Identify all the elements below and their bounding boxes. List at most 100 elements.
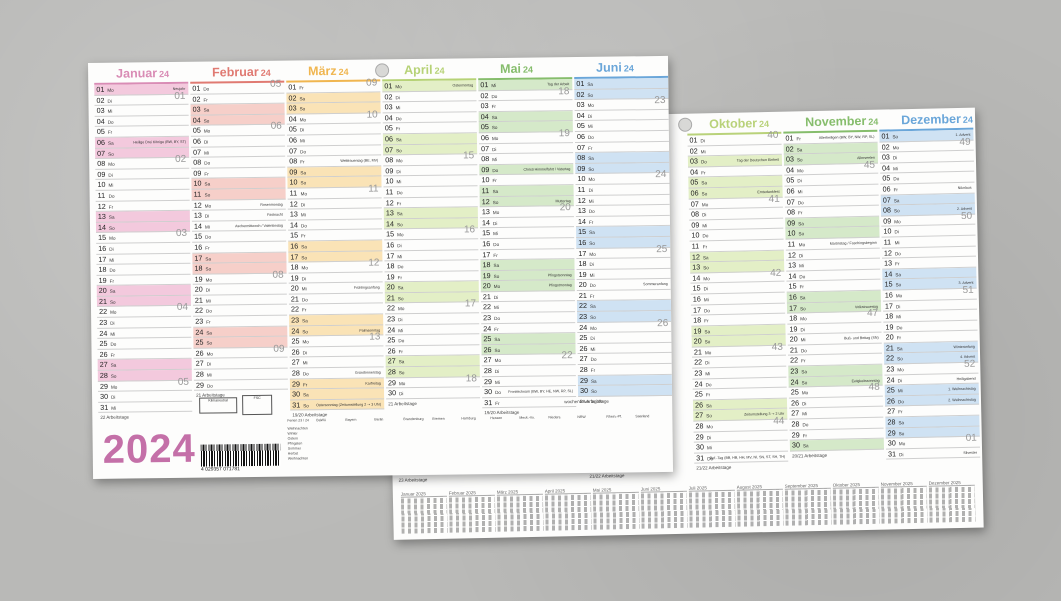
day-number: 13 bbox=[577, 206, 586, 216]
weekday: Do bbox=[395, 115, 402, 122]
year-title: 2024 bbox=[102, 426, 196, 472]
weekday: So bbox=[587, 92, 594, 98]
weekday: Di bbox=[797, 178, 802, 184]
day-number: 07 bbox=[289, 146, 298, 156]
weekday: Di bbox=[494, 369, 500, 375]
day-number: 28 bbox=[387, 367, 396, 377]
day-number: 08 bbox=[786, 207, 796, 217]
weekday: Mo bbox=[395, 84, 402, 90]
day-number: 24 bbox=[99, 328, 108, 338]
weekday: Di bbox=[588, 187, 593, 193]
day-number: 28 bbox=[887, 417, 896, 427]
weekday: Di bbox=[894, 229, 899, 235]
weekday: Fr bbox=[109, 278, 115, 284]
day-number: 10 bbox=[577, 174, 586, 184]
weekday: Fr bbox=[590, 367, 596, 373]
day-number: 18 bbox=[386, 261, 395, 271]
day-number: 31 bbox=[484, 397, 493, 407]
weekday: Di bbox=[703, 286, 709, 292]
weekday: Mo bbox=[797, 168, 804, 174]
weekday: Fr bbox=[203, 97, 208, 103]
day-number: 03 bbox=[480, 101, 489, 111]
weekday: Sa bbox=[801, 369, 808, 375]
weekday: Do bbox=[590, 357, 597, 363]
day-number: 26 bbox=[886, 396, 896, 406]
month-column-oktober: Oktober 24 01 Di 40 02 Mi 03 Do Tag der Deutschen… bbox=[687, 115, 789, 473]
day-number: 15 bbox=[290, 230, 299, 240]
weekday: Mo bbox=[895, 293, 903, 299]
day-number: 23 bbox=[291, 315, 300, 325]
day-number: 08 bbox=[882, 205, 892, 215]
day-number: 18 bbox=[578, 259, 587, 269]
day-number: 23 bbox=[886, 364, 895, 374]
day-number: 24 bbox=[790, 377, 799, 387]
weekday: Sa bbox=[588, 155, 594, 162]
week-number: 48 bbox=[868, 381, 880, 394]
weekday: So bbox=[591, 389, 597, 395]
weekday: Fr bbox=[299, 85, 304, 91]
weekday: Mi bbox=[493, 231, 499, 237]
month-column-dezember: Dezember 24 01 So 1. Advent 02 Mo 49 03 Di 04 Mi 05 D… bbox=[878, 111, 981, 460]
day-number: 08 bbox=[385, 155, 394, 165]
day-number: 25 bbox=[387, 335, 396, 345]
weekday: Fr bbox=[204, 171, 209, 177]
day-number: 09 bbox=[385, 166, 394, 176]
week-number: 40 bbox=[767, 129, 779, 141]
back-foot-left: 23 Arbeitstage bbox=[398, 477, 428, 483]
week-number: 09 bbox=[273, 343, 285, 355]
weekday: Fr bbox=[107, 130, 113, 136]
weekday: Mi bbox=[799, 263, 805, 269]
day-number: 18 bbox=[693, 315, 702, 325]
weekday: Fr bbox=[799, 284, 804, 290]
weekday: Sa bbox=[798, 221, 804, 227]
weekday: Mo bbox=[588, 177, 595, 183]
day-number: 13 bbox=[385, 208, 394, 218]
weekday: Sa bbox=[396, 211, 403, 217]
day-number: 20 bbox=[789, 334, 798, 344]
weekday: Mo bbox=[798, 242, 806, 248]
day-number: 29 bbox=[579, 375, 588, 385]
day-number: 22 bbox=[290, 304, 300, 315]
weekday: Mi bbox=[493, 305, 499, 311]
day-number: 22 bbox=[386, 303, 396, 313]
weekday: Mo bbox=[587, 103, 594, 109]
week-number: 18 bbox=[465, 372, 477, 385]
weekday: So bbox=[303, 403, 309, 409]
day-number: 26 bbox=[694, 400, 704, 410]
week-number: 47 bbox=[866, 307, 879, 320]
weekday: Mo bbox=[894, 218, 901, 225]
day-number: 07 bbox=[786, 196, 795, 207]
day-number: 21 bbox=[98, 296, 107, 306]
day-number: 11 bbox=[289, 188, 298, 198]
day-number: 21 bbox=[194, 295, 203, 305]
weekday: So bbox=[492, 199, 499, 205]
day-number: 19 bbox=[578, 269, 587, 279]
day-number: 14 bbox=[481, 217, 491, 227]
weekday: So bbox=[491, 125, 498, 131]
day-number: 31 bbox=[888, 449, 897, 459]
week-number: 05 bbox=[177, 376, 189, 388]
day-number: 31 bbox=[292, 400, 301, 410]
front-month-columns: Januar 24 01 Mo Neujahr 02 Di 01 03 Mi 04 Do 05 Fr 06 S… bbox=[88, 56, 673, 420]
weekday: Di bbox=[492, 146, 497, 152]
day-number: 19 bbox=[194, 274, 203, 284]
day-number: 27 bbox=[483, 355, 492, 365]
weekday: Mo bbox=[205, 277, 213, 283]
weekday: Di bbox=[702, 212, 707, 218]
day-number: 03 bbox=[785, 154, 795, 164]
weekday: Mi bbox=[703, 297, 709, 303]
day-number: 12 bbox=[385, 197, 394, 207]
weekday: Do bbox=[108, 193, 115, 199]
weekday: Mo bbox=[801, 390, 809, 396]
day-number: 11 bbox=[481, 186, 490, 196]
day-number: 24 bbox=[579, 322, 588, 332]
weekday: Fr bbox=[796, 136, 801, 142]
weekday: So bbox=[300, 180, 307, 186]
day-number: 15 bbox=[884, 279, 893, 289]
weekday: Mo bbox=[704, 350, 712, 356]
day-number: 14 bbox=[788, 271, 797, 281]
day-number: 27 bbox=[887, 406, 896, 416]
month-year: 24 bbox=[868, 116, 879, 127]
day-number: 09 bbox=[577, 163, 586, 173]
day-number: 05 bbox=[690, 177, 699, 187]
